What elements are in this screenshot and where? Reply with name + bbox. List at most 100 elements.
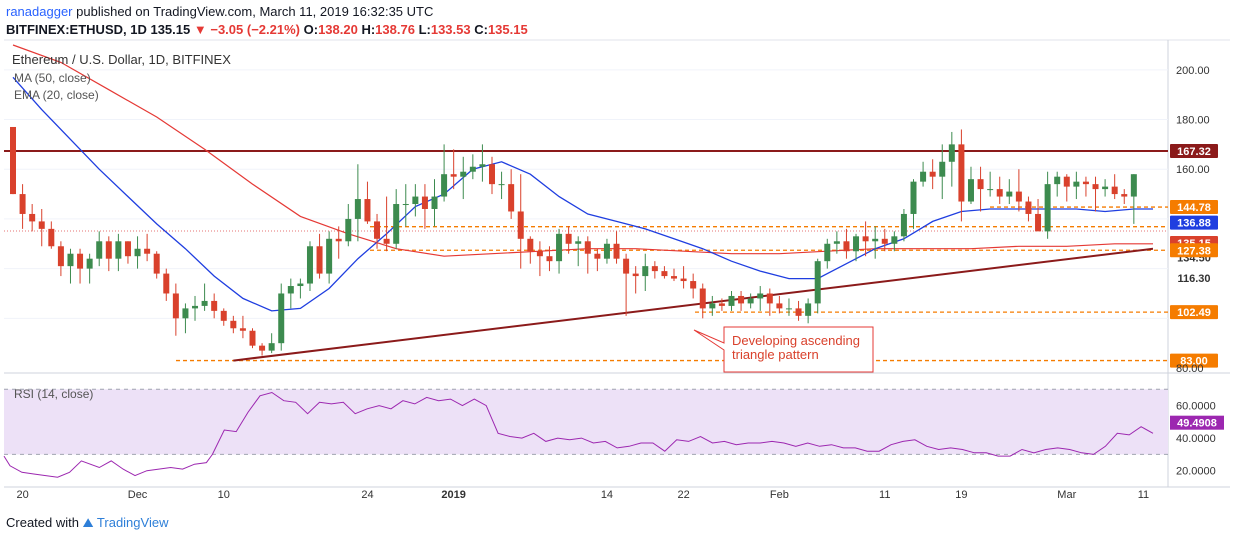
candle-body (192, 305, 199, 309)
candle-body (1073, 181, 1080, 187)
candle-body (680, 278, 687, 282)
candle-body (182, 308, 189, 319)
candle-body (967, 179, 974, 202)
candle-body (421, 196, 428, 209)
candle-body (805, 303, 812, 316)
rsi-tick: 20.0000 (1176, 466, 1216, 478)
tradingview-brand[interactable]: TradingView (96, 515, 169, 530)
candle-body (795, 308, 802, 316)
candle-body (1092, 184, 1099, 190)
time-tick: Dec (128, 489, 148, 501)
candle-body (469, 166, 476, 172)
low-label: L: (418, 22, 431, 37)
candle-body (268, 343, 275, 351)
price-tick: 80.00 (1176, 363, 1204, 375)
candle-body (1102, 186, 1109, 190)
candle-body (594, 253, 601, 259)
candle-body (374, 221, 381, 239)
ema20-line (12, 76, 1153, 312)
candle-body (872, 238, 879, 242)
level-tag: 144.78 (1177, 202, 1211, 214)
candle-body (1025, 201, 1032, 214)
level-tag-bg (1170, 305, 1218, 320)
candle-body (575, 241, 582, 244)
time-tick: Mar (1057, 489, 1076, 501)
time-axis[interactable]: 20 Dec 10 24 2019 14 22 Feb 11 19 Mar 11 (16, 489, 1149, 501)
candle-body (891, 236, 898, 244)
level-tag: 127.38 (1177, 245, 1211, 257)
candle-body (220, 310, 227, 321)
time-tick: 24 (361, 489, 373, 501)
candle-body (1082, 181, 1089, 185)
level-tag-bg (1170, 144, 1218, 159)
candle-body (326, 238, 333, 274)
price-grid (4, 69, 1168, 319)
level-tag: 102.49 (1177, 307, 1211, 319)
time-tick: Feb (770, 489, 789, 501)
legend-ema20: EMA (20, close) (14, 88, 99, 102)
last-price: 135.15 (150, 22, 191, 37)
candle-body (536, 251, 543, 257)
candle-body (153, 253, 160, 274)
candle-body (900, 213, 907, 237)
ema20-path (12, 76, 1153, 312)
level-tag: 116.30 (1177, 273, 1210, 285)
candle-body (345, 218, 352, 242)
high-value: 138.76 (375, 22, 415, 37)
candle-body (134, 248, 141, 257)
candle-body (1044, 184, 1051, 232)
candle-body (460, 171, 467, 177)
candles (10, 126, 1137, 356)
candle-body (690, 281, 697, 289)
candle-body (239, 328, 246, 331)
footer: Created with ⛰ TradingView (6, 515, 168, 531)
candle-body (853, 236, 860, 252)
candle-body (920, 171, 927, 182)
candle-body (584, 241, 591, 254)
candle-body (201, 300, 208, 306)
published-text: published on TradingView.com, March 11, … (76, 4, 434, 19)
high-label: H: (361, 22, 376, 37)
level-tag-bg (1170, 270, 1218, 285)
rsi-path (3, 391, 1154, 478)
candle-body (623, 258, 630, 274)
candle-body (57, 246, 64, 267)
candle-body (393, 204, 400, 244)
annotation-line1: Developing ascending (732, 333, 860, 348)
trendline (233, 247, 1154, 362)
candle-body (249, 330, 256, 346)
candle-body (278, 293, 285, 344)
candle-body (824, 243, 831, 262)
candle-body (709, 303, 716, 309)
candle-body (632, 273, 639, 277)
level-tag: 167.32 (1177, 146, 1211, 158)
candle-body (1130, 174, 1137, 197)
candle-body (987, 189, 994, 191)
candle-body (661, 271, 668, 277)
candle-body (747, 298, 754, 304)
candle-body (881, 238, 888, 244)
candle-body (67, 253, 74, 267)
candle-body (297, 283, 304, 287)
candle-body (287, 286, 294, 294)
candle-body (259, 345, 266, 351)
level-tag: 83.00 (1180, 356, 1208, 368)
annotation-line2: triangle pattern (732, 347, 819, 362)
candle-body (144, 248, 151, 254)
candle-body (996, 189, 1003, 197)
candle-body (498, 184, 505, 186)
price-axis[interactable]: 167.32144.78136.88135.15134.50127.38116.… (1170, 65, 1224, 478)
candle-body (814, 261, 821, 304)
publisher-user[interactable]: ranadagger (6, 4, 73, 19)
candle-body (948, 144, 955, 162)
rsi-tick: 40.0000 (1176, 433, 1216, 445)
symbol-ohlc-bar: BITFINEX:ETHUSD, 1D 135.15 ▼ −3.05 (−2.2… (6, 22, 528, 37)
rsi-band (4, 388, 1168, 455)
candle-body (1054, 176, 1061, 185)
candle-body (785, 308, 792, 310)
candle-body (488, 164, 495, 185)
candle-body (728, 295, 735, 306)
candle-body (163, 273, 170, 294)
symbol-label: BITFINEX:ETHUSD, 1D (6, 22, 147, 37)
